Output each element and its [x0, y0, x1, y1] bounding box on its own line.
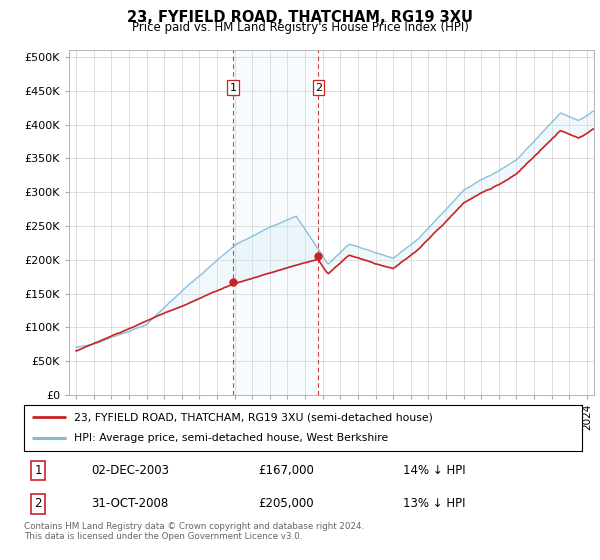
Text: 2: 2 — [315, 82, 322, 92]
Text: 1: 1 — [230, 82, 236, 92]
Text: HPI: Average price, semi-detached house, West Berkshire: HPI: Average price, semi-detached house,… — [74, 433, 388, 444]
Text: 14% ↓ HPI: 14% ↓ HPI — [403, 464, 466, 477]
Text: Contains HM Land Registry data © Crown copyright and database right 2024.
This d: Contains HM Land Registry data © Crown c… — [24, 522, 364, 542]
Text: 2: 2 — [34, 497, 42, 510]
Text: 02-DEC-2003: 02-DEC-2003 — [91, 464, 169, 477]
Text: 23, FYFIELD ROAD, THATCHAM, RG19 3XU (semi-detached house): 23, FYFIELD ROAD, THATCHAM, RG19 3XU (se… — [74, 412, 433, 422]
Text: £205,000: £205,000 — [259, 497, 314, 510]
Bar — [233, 50, 318, 395]
Text: 23, FYFIELD ROAD, THATCHAM, RG19 3XU: 23, FYFIELD ROAD, THATCHAM, RG19 3XU — [127, 10, 473, 25]
Text: 1: 1 — [34, 464, 42, 477]
Text: 13% ↓ HPI: 13% ↓ HPI — [403, 497, 466, 510]
Text: £167,000: £167,000 — [259, 464, 314, 477]
Text: Price paid vs. HM Land Registry's House Price Index (HPI): Price paid vs. HM Land Registry's House … — [131, 21, 469, 34]
Text: 31-OCT-2008: 31-OCT-2008 — [91, 497, 168, 510]
